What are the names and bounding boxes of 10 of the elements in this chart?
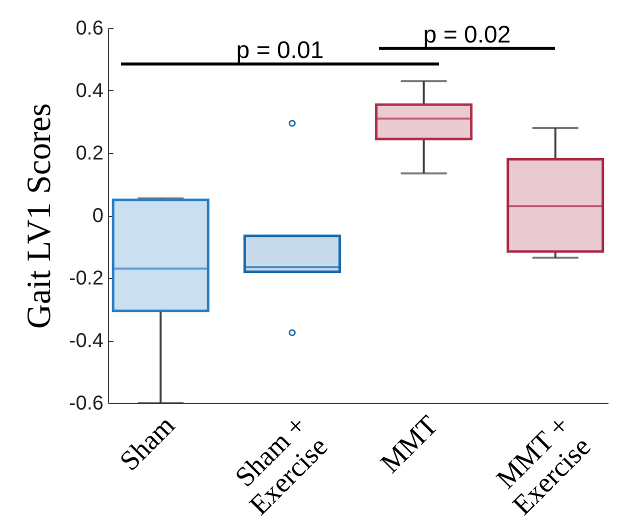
annotation: p = 0.01 (236, 36, 324, 64)
y-axis-title: Gait LV1 Scores (21, 103, 58, 329)
y-tick-label: 0.4 (76, 80, 104, 102)
y-tick-label: 0.6 (76, 18, 104, 40)
y-tick-label: 0.2 (76, 142, 104, 164)
y-tick-label: -0.2 (69, 268, 104, 290)
y-tick-label: 0 (92, 205, 104, 227)
annotation: p = 0.02 (423, 21, 511, 48)
y-tick-label: -0.6 (69, 392, 104, 414)
y-tick-label: -0.4 (69, 330, 104, 352)
